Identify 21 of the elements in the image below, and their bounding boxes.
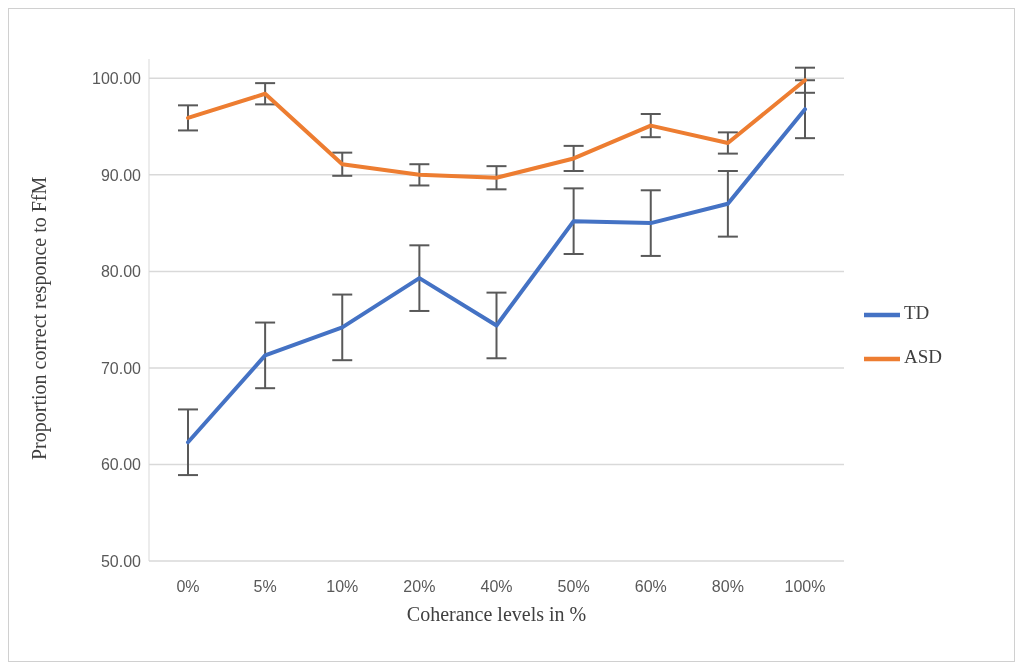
x-axis-title: Coherance levels in % (406, 603, 587, 625)
x-tick-label: 20% (403, 578, 436, 596)
x-tick-label: 80% (711, 578, 744, 596)
line-series (186, 107, 807, 445)
x-tick-label: 60% (634, 578, 667, 596)
x-tick-label: 40% (480, 578, 513, 596)
y-tick-label: 60.00 (100, 456, 142, 474)
x-tick-label: 10% (326, 578, 359, 596)
y-tick-label: 80.00 (100, 263, 142, 281)
y-tick-label: 100.00 (92, 69, 142, 87)
legend-label: TD (904, 302, 930, 323)
line-series (186, 78, 807, 180)
y-axis-title: Proportion correct responce to FfM (28, 176, 52, 460)
y-tick-label: 70.00 (100, 359, 142, 377)
y-tick-label: 90.00 (100, 166, 142, 184)
x-tick-label: 5% (253, 578, 277, 596)
x-tick-label: 50% (557, 578, 590, 596)
legend-label: ASD (904, 346, 943, 367)
x-tick-label: 0% (176, 578, 200, 596)
x-tick-label: 100% (784, 578, 826, 596)
y-tick-label: 50.00 (100, 552, 142, 570)
